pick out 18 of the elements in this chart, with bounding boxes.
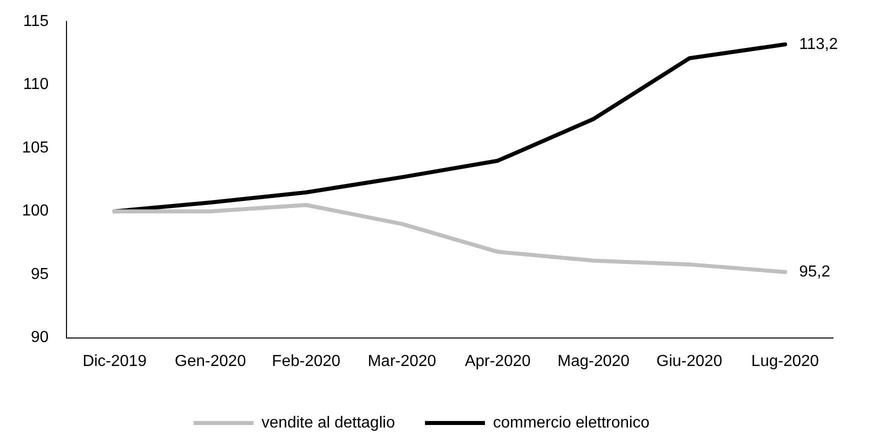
y-tick-label: 95 [30, 266, 49, 283]
x-tick-label: Gen-2020 [174, 352, 246, 370]
x-tick-label: Dic-2019 [82, 352, 147, 370]
x-tick-label: Mar-2020 [368, 352, 436, 370]
x-tick-label: Mag-2020 [558, 352, 630, 370]
legend-label: vendite al dettaglio [262, 414, 396, 432]
y-tick-label: 105 [22, 139, 49, 156]
y-tick-label: 90 [30, 329, 49, 346]
y-tick-label: 100 [22, 202, 49, 220]
data-label: 95,2 [799, 263, 830, 280]
x-tick-label: Apr-2020 [464, 352, 531, 370]
x-tick-label: Feb-2020 [272, 352, 341, 370]
y-tick-label: 115 [23, 13, 49, 30]
legend-label: commercio elettronico [492, 414, 650, 432]
data-label: 113,2 [799, 36, 838, 53]
x-tick-label: Lug-2020 [751, 352, 820, 370]
x-tick-label: Giu-2020 [656, 352, 722, 370]
y-tick-label: 110 [23, 76, 49, 94]
